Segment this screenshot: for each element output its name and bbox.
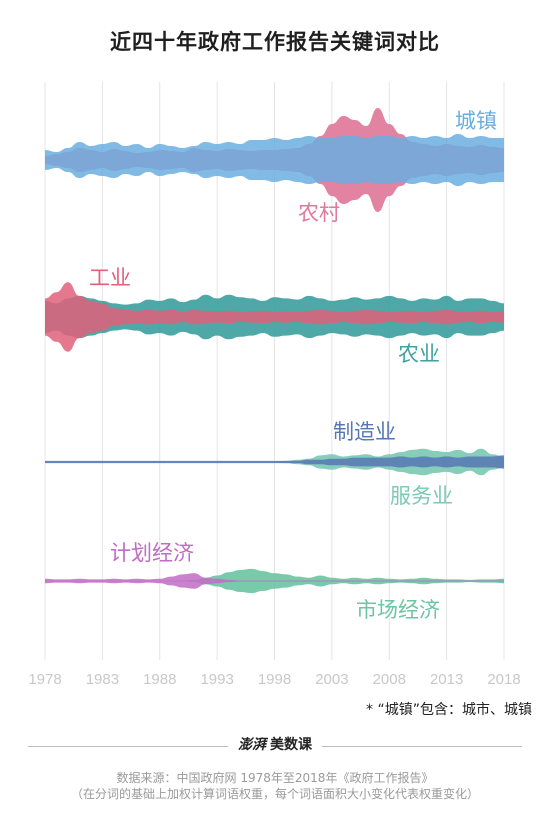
x-tick-label: 1978	[28, 671, 61, 688]
footnote: * “城镇”包含：城市、城镇	[366, 702, 532, 718]
x-tick-label: 2013	[430, 671, 463, 688]
stream-工业	[45, 282, 504, 352]
source-line-1: 数据来源：中国政府网 1978年至2018年《政府工作报告》	[116, 771, 434, 785]
x-tick-label: 1983	[86, 671, 119, 688]
x-tick-label: 1998	[258, 671, 291, 688]
series-label: 制造业	[333, 420, 396, 444]
x-tick-label: 2008	[373, 671, 406, 688]
series-label: 市场经济	[356, 598, 440, 622]
series-label: 城镇	[455, 109, 497, 133]
series-label: 农业	[398, 342, 440, 366]
x-tick-label: 1988	[143, 671, 176, 688]
series-label: 工业	[89, 266, 131, 290]
footer-divider-right	[316, 746, 522, 747]
x-tick-label: 2003	[315, 671, 348, 688]
source-note: 数据来源：中国政府网 1978年至2018年《政府工作报告》 （在分词的基础上加…	[0, 770, 550, 802]
stream-制造业	[45, 455, 504, 469]
series-label: 农村	[298, 201, 340, 225]
brand-logo-left: 澎湃	[228, 734, 268, 754]
series-label: 服务业	[390, 484, 453, 508]
footer-divider-left	[28, 746, 248, 747]
source-line-2: （在分词的基础上加权计算词语权重，每个词语面积大小变化代表权重变化）	[70, 787, 479, 801]
brand-logo: 澎湃 美数课	[0, 734, 550, 754]
stream-计划经济	[45, 573, 504, 589]
brand-logo-right: 美数课	[268, 734, 322, 754]
chart-title: 近四十年政府工作报告关键词对比	[110, 30, 440, 54]
stream-城镇	[45, 134, 504, 186]
series-label: 计划经济	[110, 541, 194, 565]
x-tick-label: 1993	[200, 671, 233, 688]
x-tick-label: 2018	[487, 671, 520, 688]
